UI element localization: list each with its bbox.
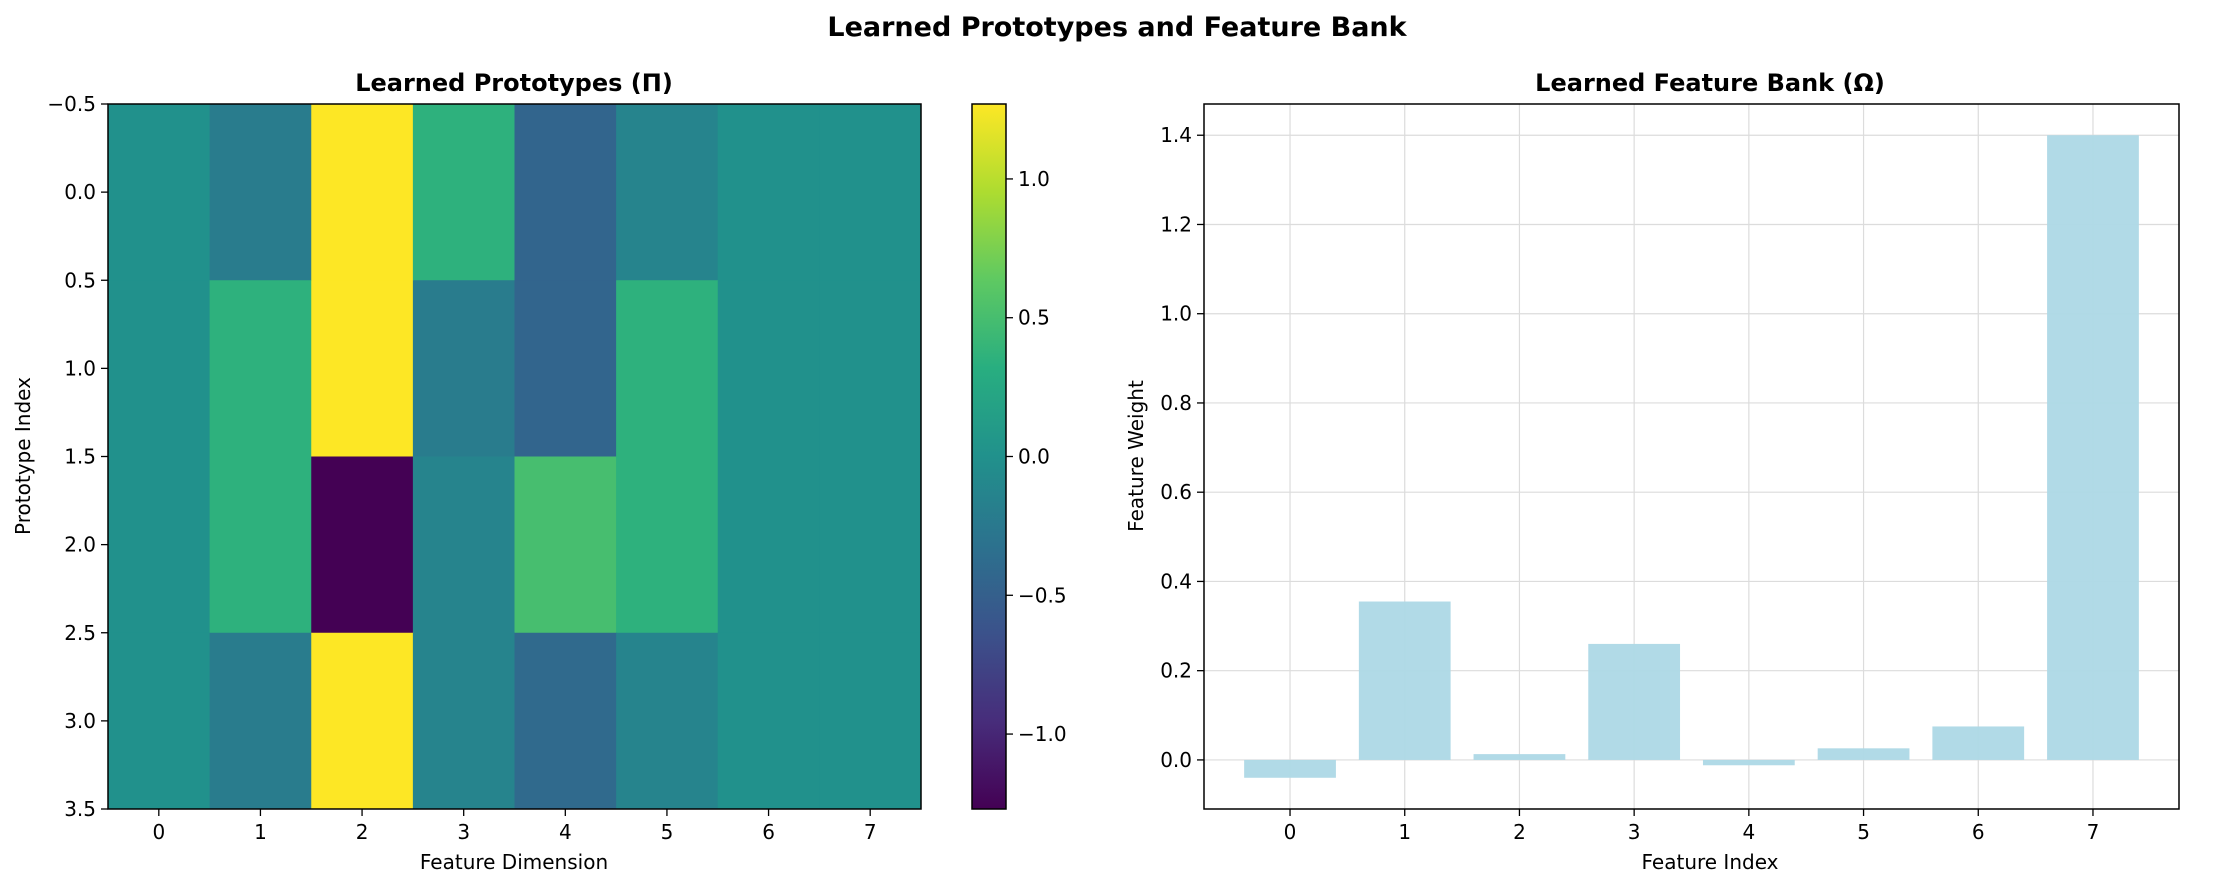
x-tick-label: 2 xyxy=(356,820,369,844)
bar xyxy=(1244,759,1336,778)
bar-grid xyxy=(1204,104,2179,809)
heatmap-cell xyxy=(616,456,719,634)
bar-panel: Learned Feature Bank (Ω) 0 1 2 3 4 5 6 7 0.0 0.2… xyxy=(1124,69,2180,874)
heatmap-cell xyxy=(616,104,719,281)
bar xyxy=(1473,754,1566,760)
heatmap-cell xyxy=(108,104,211,281)
heatmap-cell xyxy=(209,280,312,457)
heatmap-cell xyxy=(311,104,414,281)
figure-title: Learned Prototypes and Feature Bank xyxy=(827,12,1407,43)
heatmap-cell xyxy=(717,456,820,634)
heatmap-cell xyxy=(717,280,820,457)
y-tick-label: 0.5 xyxy=(64,268,96,292)
heatmap-panel: Learned Prototypes (Π) 0 1 2 3 4 5 6 7 −0.5 0.0 0… xyxy=(11,69,922,874)
heatmap-cell xyxy=(108,280,211,457)
y-tick-label: 0.8 xyxy=(1160,391,1192,415)
y-tick-label: 2.0 xyxy=(64,533,96,557)
heatmap-y-ticks: −0.5 0.0 0.5 1.0 1.5 2.0 2.5 3.0 3.5 xyxy=(47,92,108,821)
bar-y-axis-label: Feature Weight xyxy=(1124,380,1148,532)
y-tick-label: 1.5 xyxy=(64,445,96,469)
heatmap-x-ticks: 0 1 2 3 4 5 6 7 xyxy=(152,809,877,844)
x-tick-label: 1 xyxy=(254,820,267,844)
heatmap-cell xyxy=(311,280,414,457)
bar-x-ticks: 0 1 2 3 4 5 6 7 xyxy=(1284,809,2100,844)
heatmap-cell xyxy=(819,632,922,810)
heatmap-cell xyxy=(616,280,719,457)
heatmap-title: Learned Prototypes (Π) xyxy=(355,69,673,97)
heatmap-cell xyxy=(514,104,617,281)
heatmap-cell xyxy=(412,104,515,281)
heatmap-y-axis-label: Prototype Index xyxy=(11,377,35,535)
bar xyxy=(1817,748,1910,760)
heatmap-cell xyxy=(514,280,617,457)
heatmap-cell xyxy=(514,456,617,634)
y-tick-label: 2.5 xyxy=(64,621,96,645)
y-tick-label: 3.0 xyxy=(64,709,96,733)
heatmap-cell xyxy=(412,456,515,634)
colorbar: 1.0 0.5 0.0 −0.5 −1.0 xyxy=(971,103,1067,810)
y-tick-label: 0.4 xyxy=(1160,569,1192,593)
bar-title: Learned Feature Bank (Ω) xyxy=(1535,69,1885,97)
y-tick-label: −0.5 xyxy=(47,92,96,116)
y-tick-label: 0.2 xyxy=(1160,659,1192,683)
heatmap-cell xyxy=(108,632,211,810)
x-tick-label: 6 xyxy=(1972,820,1985,844)
heatmap-cell xyxy=(514,632,617,810)
y-tick-label: 1.4 xyxy=(1160,123,1192,147)
heatmap-cell xyxy=(209,632,312,810)
x-tick-label: 1 xyxy=(1398,820,1411,844)
x-tick-label: 0 xyxy=(1284,820,1297,844)
heatmap-cell xyxy=(209,104,312,281)
x-tick-label: 0 xyxy=(152,820,165,844)
bar xyxy=(1588,643,1681,760)
x-tick-label: 4 xyxy=(1742,820,1755,844)
x-tick-label: 3 xyxy=(457,820,470,844)
colorbar-ticks: 1.0 0.5 0.0 −0.5 −1.0 xyxy=(1006,167,1067,746)
heatmap-cell xyxy=(311,456,414,634)
bar-frame xyxy=(1203,103,2180,810)
heatmap-cell xyxy=(819,280,922,457)
heatmap-x-axis-label: Feature Dimension xyxy=(420,850,608,874)
colorbar-tick-label: 0.5 xyxy=(1018,306,1050,330)
y-tick-label: 1.0 xyxy=(1160,302,1192,326)
heatmap-cell xyxy=(819,456,922,634)
colorbar-tick-label: −0.5 xyxy=(1018,583,1067,607)
colorbar-tick-label: 0.0 xyxy=(1018,445,1050,469)
y-tick-label: 0.0 xyxy=(64,180,96,204)
x-tick-label: 5 xyxy=(1857,820,1870,844)
x-tick-label: 2 xyxy=(1513,820,1526,844)
x-tick-label: 6 xyxy=(762,820,775,844)
heatmap-cell xyxy=(412,280,515,457)
heatmap-cell xyxy=(209,456,312,634)
x-tick-label: 5 xyxy=(661,820,674,844)
y-tick-label: 0.6 xyxy=(1160,480,1192,504)
bar xyxy=(1702,759,1795,766)
bar xyxy=(1932,726,2025,760)
heatmap-cell xyxy=(311,632,414,810)
bar xyxy=(2047,135,2139,760)
colorbar-tick-label: −1.0 xyxy=(1018,722,1067,746)
heatmap-cell xyxy=(717,632,820,810)
y-tick-label: 3.5 xyxy=(64,797,96,821)
x-tick-label: 7 xyxy=(864,820,877,844)
bar-y-ticks: 0.0 0.2 0.4 0.6 0.8 1.0 1.2 1.4 xyxy=(1160,123,1204,772)
heatmap-cell xyxy=(412,632,515,810)
y-tick-label: 1.2 xyxy=(1160,212,1192,236)
heatmap-cell xyxy=(108,456,211,634)
y-tick-label: 0.0 xyxy=(1160,748,1192,772)
heatmap-cell xyxy=(717,104,820,281)
bar xyxy=(1358,601,1451,760)
heatmap-cell xyxy=(616,632,719,810)
heatmap-cell xyxy=(819,104,922,281)
x-tick-label: 3 xyxy=(1628,820,1641,844)
x-tick-label: 7 xyxy=(2087,820,2100,844)
x-tick-label: 4 xyxy=(559,820,572,844)
heatmap-cells xyxy=(108,104,922,810)
colorbar-gradient xyxy=(971,103,1007,810)
bar-x-axis-label: Feature Index xyxy=(1642,850,1779,874)
y-tick-label: 1.0 xyxy=(64,356,96,380)
bar-series xyxy=(1244,135,2139,778)
colorbar-tick-label: 1.0 xyxy=(1018,167,1050,191)
